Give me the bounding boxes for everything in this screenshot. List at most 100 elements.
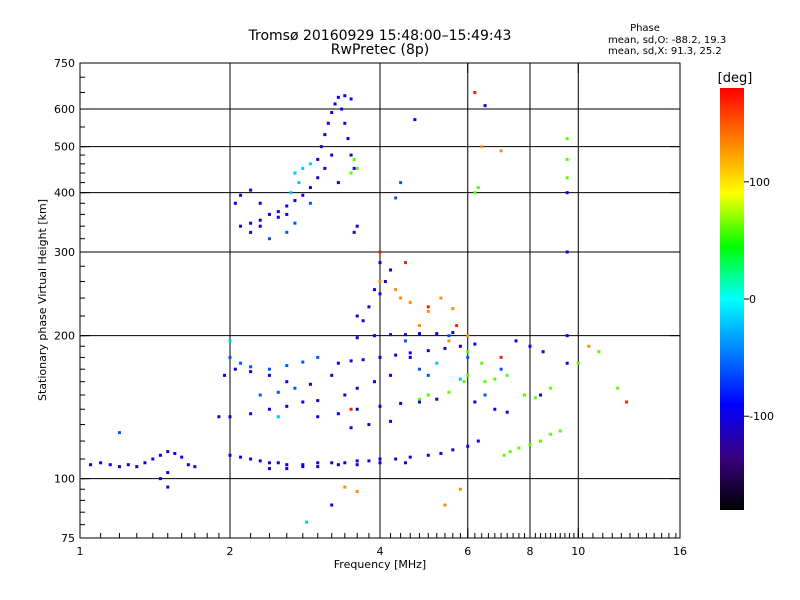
echo-point [333, 102, 337, 106]
colorbar-label: [deg] [718, 71, 753, 86]
echo-point [443, 503, 447, 507]
echo-point [565, 191, 569, 195]
echo-point [319, 145, 323, 149]
echo-point [367, 459, 371, 463]
echo-point [447, 334, 451, 338]
echo-point [539, 393, 543, 397]
echo-point [239, 455, 243, 459]
echo-point [394, 288, 398, 292]
echo-point [285, 212, 289, 216]
echo-point [228, 415, 232, 419]
echo-point [330, 373, 334, 377]
echo-point [349, 407, 353, 411]
echo-point [336, 463, 340, 467]
echo-point [343, 485, 347, 489]
echo-point [228, 453, 232, 457]
echo-point [458, 377, 462, 381]
echo-point [565, 250, 569, 254]
echo-point [267, 237, 271, 241]
echo-point [625, 400, 629, 404]
echo-point [408, 300, 412, 304]
y-tick-label: 75 [61, 532, 75, 545]
echo-point [483, 393, 487, 397]
echo-point [565, 157, 569, 161]
echo-point [355, 386, 359, 390]
echo-point [451, 448, 455, 452]
echo-point [343, 393, 347, 397]
echo-point [383, 280, 387, 284]
echo-point [349, 153, 353, 157]
phase-stats-x: mean, sd,X: 91.3, 25.2 [608, 46, 722, 57]
echo-point [239, 361, 243, 365]
echo-point [117, 431, 121, 435]
echo-point [462, 380, 466, 384]
echo-point [443, 346, 447, 350]
echo-point [373, 334, 377, 338]
echo-point [316, 465, 320, 469]
echo-point [455, 324, 459, 328]
echo-point [367, 423, 371, 427]
echo-point [301, 360, 305, 364]
echo-point [514, 339, 518, 343]
echo-point [173, 451, 177, 455]
echo-point [466, 355, 470, 359]
echo-point [228, 339, 232, 343]
echo-point [267, 212, 271, 216]
echo-point [447, 390, 451, 394]
x-tick-label: 4 [377, 545, 384, 558]
echo-point [349, 171, 353, 175]
colorbar-tick-label: 0 [749, 293, 756, 306]
echo-point [408, 455, 412, 459]
echo-point [565, 334, 569, 338]
echo-point [565, 361, 569, 365]
echo-point [267, 373, 271, 377]
echo-point [394, 457, 398, 461]
echo-point [473, 91, 477, 95]
echo-point [451, 331, 455, 335]
echo-point [417, 367, 421, 371]
colorbar: [deg] 100 0 -100 [718, 71, 774, 510]
echo-point [258, 393, 262, 397]
echo-point [239, 193, 243, 197]
echo-point [399, 181, 403, 185]
echo-point [394, 353, 398, 357]
echo-point [389, 333, 393, 337]
echo-point [435, 332, 439, 336]
echo-point [378, 280, 382, 284]
echo-point [378, 250, 382, 254]
echo-point [316, 157, 320, 161]
echo-point [349, 359, 353, 363]
echo-point [267, 367, 271, 371]
x-tick-label: 1 [77, 545, 84, 558]
echo-point [267, 467, 271, 471]
echo-point [502, 453, 506, 457]
echo-point [355, 459, 359, 463]
echo-point [301, 400, 305, 404]
echo-point [336, 412, 340, 416]
echo-point [499, 367, 503, 371]
echo-point [330, 503, 334, 507]
y-tick-label: 200 [54, 330, 75, 343]
echo-point [267, 407, 271, 411]
echo-point [426, 349, 430, 353]
echo-point [458, 487, 462, 491]
echo-point [355, 224, 359, 228]
colorbar-gradient [720, 88, 744, 510]
echo-point [323, 166, 327, 170]
echo-point [473, 342, 477, 346]
echo-point [289, 191, 293, 195]
echo-point [458, 344, 462, 348]
echo-point [426, 453, 430, 457]
echo-point [258, 201, 262, 205]
phase-stats-heading: Phase [630, 23, 660, 34]
echo-point [343, 94, 347, 98]
echo-point [408, 351, 412, 355]
echo-point [316, 355, 320, 359]
echo-point [466, 373, 470, 377]
echo-point [166, 450, 170, 454]
echo-point [417, 324, 421, 328]
y-tick-label: 600 [54, 103, 75, 116]
echo-point [499, 355, 503, 359]
echo-point [217, 415, 221, 419]
echo-point [517, 446, 521, 450]
